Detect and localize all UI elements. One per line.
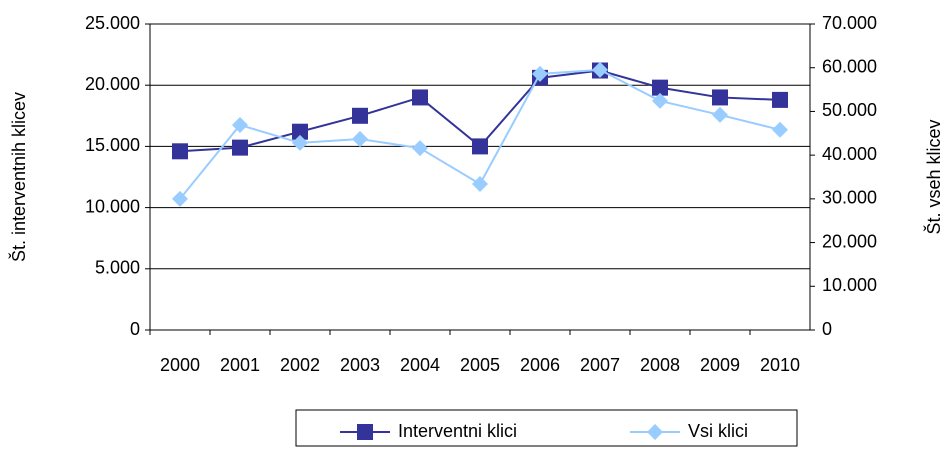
x-tick-label: 2002 [280,355,320,375]
x-tick-label: 2009 [700,355,740,375]
point [652,92,668,109]
x-tick-label: 2004 [400,355,440,375]
point [712,106,728,123]
point [772,91,788,108]
point [292,123,308,140]
point [652,79,668,96]
y-tick-label: 20.000 [85,74,140,94]
point [712,89,728,106]
y-axis-label: Št. interventnih klicev [8,92,29,262]
y-tick-label: 15.000 [85,135,140,155]
point [352,130,368,147]
point [592,61,608,78]
x-tick-label: 2003 [340,355,380,375]
point [472,175,488,192]
y2-tick-label: 10.000 [822,275,877,295]
x-tick-label: 2007 [580,355,620,375]
x-tick-label: 2005 [460,355,500,375]
legend-marker [647,424,663,440]
y-tick-label: 10.000 [85,196,140,216]
legend [295,409,798,447]
y2-tick-label: 30.000 [822,188,877,208]
point [412,89,428,106]
point [172,190,188,207]
point [412,140,428,157]
x-tick-label: 2001 [220,355,260,375]
y2-tick-label: 40.000 [822,144,877,164]
x-tick-label: 2008 [640,355,680,375]
legend-label: Vsi klici [688,421,748,441]
x-tick-label: 2010 [760,355,800,375]
legend-marker [357,424,373,440]
legend-label: Interventni klici [398,421,517,441]
y2-tick-label: 70.000 [822,13,877,33]
point [292,134,308,151]
y2-tick-label: 50.000 [822,100,877,120]
point [232,116,248,133]
point [352,107,368,124]
point [472,138,488,155]
y2-tick-label: 60.000 [822,56,877,76]
y-tick-label: 5.000 [95,258,140,278]
point [772,121,788,138]
y2-tick-label: 20.000 [822,231,877,251]
y2-axis-label: Št. vseh klicev [923,119,944,234]
y2-tick-label: 0 [822,319,832,339]
x-tick-label: 2000 [160,355,200,375]
y-tick-label: 25.000 [85,13,140,33]
y-tick-label: 0 [130,319,140,339]
x-tick-label: 2006 [520,355,560,375]
point [532,65,548,82]
point [172,143,188,160]
point [232,139,248,156]
